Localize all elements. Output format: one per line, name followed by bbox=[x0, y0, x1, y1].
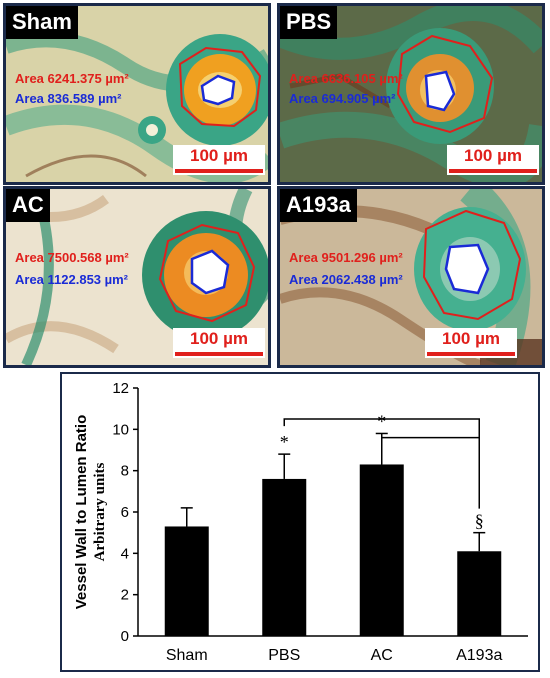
bar-ac bbox=[359, 464, 404, 636]
significance-marker: § bbox=[475, 511, 484, 531]
significance-marker: * bbox=[280, 432, 289, 452]
comparison-bracket-pbs bbox=[283, 418, 480, 509]
y-tick-label: 8 bbox=[121, 463, 129, 480]
y-tick-label: 4 bbox=[121, 545, 129, 562]
scale-bar-label: 100 µm bbox=[464, 146, 522, 165]
outer-area-label: Area 6241.375 µm² bbox=[15, 71, 129, 86]
micrograph-image bbox=[6, 6, 268, 182]
scale-bar: 100 µm bbox=[173, 328, 265, 358]
x-tick-label: A193a bbox=[456, 647, 502, 664]
scale-bar-line bbox=[449, 169, 537, 173]
scale-bar: 100 µm bbox=[447, 145, 539, 175]
outer-area-label: Area 7500.568 µm² bbox=[15, 250, 129, 265]
scale-bar-line bbox=[427, 352, 515, 356]
y-tick-label: 0 bbox=[121, 628, 129, 645]
bar-sham bbox=[164, 526, 209, 636]
scale-bar: 100 µm bbox=[425, 328, 517, 358]
panel-label: AC bbox=[6, 189, 50, 222]
y-tick-label: 2 bbox=[121, 587, 129, 604]
bar-chart-frame: 0 2 4 6 8 10 12 Vessel Wall to Lumen Ratio Arbit… bbox=[60, 372, 540, 672]
lumen-area-label: Area 1122.853 µm² bbox=[15, 272, 129, 287]
lumen-area-label: Area 2062.438 µm² bbox=[289, 272, 403, 287]
scale-bar: 100 µm bbox=[173, 145, 265, 175]
scale-bar-label: 100 µm bbox=[190, 329, 248, 348]
micrograph-panel-sham: Sham Area 6241.375 µm² Area 836.589 µm² … bbox=[3, 3, 271, 185]
significance-marker: * bbox=[377, 411, 386, 431]
scale-bar-line bbox=[175, 352, 263, 356]
lumen-area-label: Area 694.905 µm² bbox=[289, 91, 396, 106]
bar-chart: 0 2 4 6 8 10 12 Vessel Wall to Lumen Ratio Arbit… bbox=[73, 380, 528, 664]
x-tick-label: Sham bbox=[166, 647, 208, 664]
scale-bar-label: 100 µm bbox=[442, 329, 500, 348]
lumen-area-label: Area 836.589 µm² bbox=[15, 91, 122, 106]
micrograph-panel-ac: AC Area 7500.568 µm² Area 1122.853 µm² 1… bbox=[3, 186, 271, 368]
micrograph-panel-pbs: PBS Area 6636.105 µm² Area 694.905 µm² 1… bbox=[277, 3, 545, 185]
scale-bar-label: 100 µm bbox=[190, 146, 248, 165]
y-tick-label: 6 bbox=[121, 504, 129, 521]
x-tick-label: AC bbox=[371, 647, 393, 664]
panel-label: PBS bbox=[280, 6, 338, 39]
panel-label: A193a bbox=[280, 189, 357, 222]
micrograph-panel-a193a: A193a Area 9501.296 µm² Area 2062.438 µm… bbox=[277, 186, 545, 368]
outer-area-label: Area 6636.105 µm² bbox=[289, 71, 403, 86]
bar-pbs bbox=[262, 478, 307, 636]
y-axis-subtitle: Arbitrary units bbox=[92, 462, 108, 561]
x-tick-label: PBS bbox=[268, 647, 300, 664]
bar-a193a bbox=[457, 551, 502, 636]
y-tick-label: 10 bbox=[112, 421, 129, 438]
y-tick-label: 12 bbox=[112, 380, 129, 397]
scale-bar-line bbox=[175, 169, 263, 173]
panel-label: Sham bbox=[6, 6, 78, 39]
y-axis-title: Vessel Wall to Lumen Ratio bbox=[73, 415, 90, 610]
outer-area-label: Area 9501.296 µm² bbox=[289, 250, 403, 265]
